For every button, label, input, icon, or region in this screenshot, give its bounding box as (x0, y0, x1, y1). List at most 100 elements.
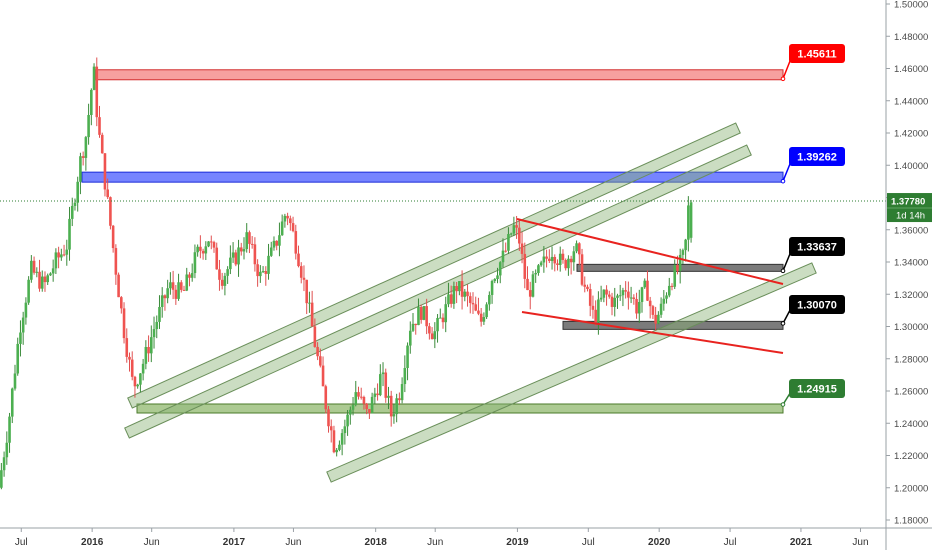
candle-body (21, 317, 25, 333)
candle-body (482, 317, 486, 322)
candle-body (313, 326, 317, 347)
candle-body (122, 308, 126, 339)
candle-body (637, 301, 641, 314)
callout-label: 1.24915 (797, 384, 837, 396)
candle-body (349, 409, 352, 415)
y-tick-label: 1.24000 (894, 419, 928, 430)
wedge-upper-line[interactable] (516, 218, 784, 285)
x-tick-label: Jun (427, 537, 443, 548)
candle-body (378, 374, 382, 396)
candle-body (501, 250, 505, 263)
candle-body (607, 294, 611, 297)
candle-body (212, 242, 216, 248)
y-tick-label: 1.18000 (894, 516, 928, 527)
candle-body (422, 306, 426, 320)
candle-body (73, 202, 77, 206)
y-tick-label: 1.30000 (894, 322, 928, 333)
candle-body (324, 386, 328, 410)
candle-body (632, 297, 636, 300)
y-tick-label: 1.22000 (894, 451, 928, 462)
candle-body (220, 279, 224, 286)
candle-body (166, 288, 169, 299)
x-tick-label: Jul (15, 537, 28, 548)
callout-label: 1.45611 (797, 49, 836, 61)
candle-body (665, 295, 668, 299)
candle-body (455, 286, 458, 292)
level-callout-1-24915[interactable]: 1.24915 (780, 379, 845, 407)
candle-body (687, 205, 690, 240)
candle-body (136, 384, 139, 387)
candle-body (365, 403, 368, 410)
candle-body (207, 241, 210, 247)
price-axis[interactable]: 1.18000 1.20000 1.22000 1.24000 1.26000 1.280… (885, 0, 932, 550)
candle-body (8, 416, 11, 443)
candle-body (310, 302, 314, 327)
candle-body (531, 274, 535, 297)
candle-body (111, 225, 115, 249)
candle-body (60, 254, 63, 258)
level-callout-1-45611[interactable]: 1.45611 (780, 44, 845, 82)
candle-body (0, 470, 3, 488)
candle-body (190, 273, 194, 278)
callout-label: 1.39262 (797, 152, 837, 164)
candle-body (477, 310, 480, 314)
y-tick-label: 1.26000 (894, 387, 928, 398)
candle-body (616, 295, 619, 298)
candle-body (171, 282, 175, 290)
current-price-value: 1.37780 (891, 197, 925, 208)
candle-body (387, 395, 390, 398)
candle-body (253, 244, 257, 265)
candle-body (209, 241, 213, 243)
time-axis[interactable]: Jul 2016 Jun 2017 Jun 2018 Jun 2019 Jul 2020 Jul 20… (0, 527, 932, 548)
candle-body (62, 254, 66, 256)
x-tick-label: Jun (852, 537, 868, 548)
candle-body (414, 323, 418, 326)
candle-body (139, 373, 142, 385)
candle-body (234, 252, 238, 265)
candle-body (591, 305, 595, 310)
candle-body (204, 246, 208, 254)
candle-body (575, 243, 578, 252)
candle-body (610, 296, 614, 307)
current-price-tag: 1.37780 1d 14h (887, 193, 932, 223)
y-tick-label: 1.20000 (894, 483, 928, 494)
candle-body (177, 282, 180, 299)
candle-body (643, 280, 647, 288)
candle-body (651, 306, 655, 315)
candle-body (411, 323, 415, 331)
candle-body (466, 291, 469, 297)
candle-body (158, 306, 161, 322)
candle-body (16, 343, 20, 374)
level-callout-1-30070[interactable]: 1.30070 (780, 295, 845, 326)
candle-body (169, 282, 172, 289)
candle-body (201, 250, 205, 254)
trend-channel-lower[interactable] (326, 262, 817, 483)
y-tick-label: 1.46000 (894, 64, 928, 75)
level-callout-1-39262[interactable]: 1.39262 (780, 147, 845, 184)
y-tick-label: 1.32000 (894, 290, 928, 301)
support-zone-1-24915[interactable] (136, 403, 784, 414)
resistance-zone-1-39262[interactable] (81, 171, 784, 183)
candle-body (160, 295, 164, 307)
x-tick-label: 2019 (506, 537, 529, 548)
wedge-lower-line[interactable] (521, 311, 784, 354)
candle-body (523, 253, 527, 279)
candle-body (335, 449, 338, 453)
candle-body (479, 313, 483, 322)
candle-body (558, 253, 562, 265)
candle-body (13, 373, 17, 389)
candle-body (188, 274, 191, 278)
overlays: 1.45611 1.39262 1.33637 1.30070 1.24915 (0, 44, 886, 407)
level-callout-1-33637[interactable]: 1.33637 (780, 237, 845, 274)
resistance-zone-1-45611[interactable] (94, 69, 784, 81)
candle-body (242, 249, 246, 252)
candle-body (362, 396, 366, 404)
candle-body (684, 239, 687, 251)
candle-body (272, 240, 276, 248)
candle-body (504, 250, 508, 252)
candle-body (602, 289, 606, 298)
candle-body (68, 218, 71, 250)
candle-body (308, 302, 311, 304)
candle-body (640, 287, 644, 302)
